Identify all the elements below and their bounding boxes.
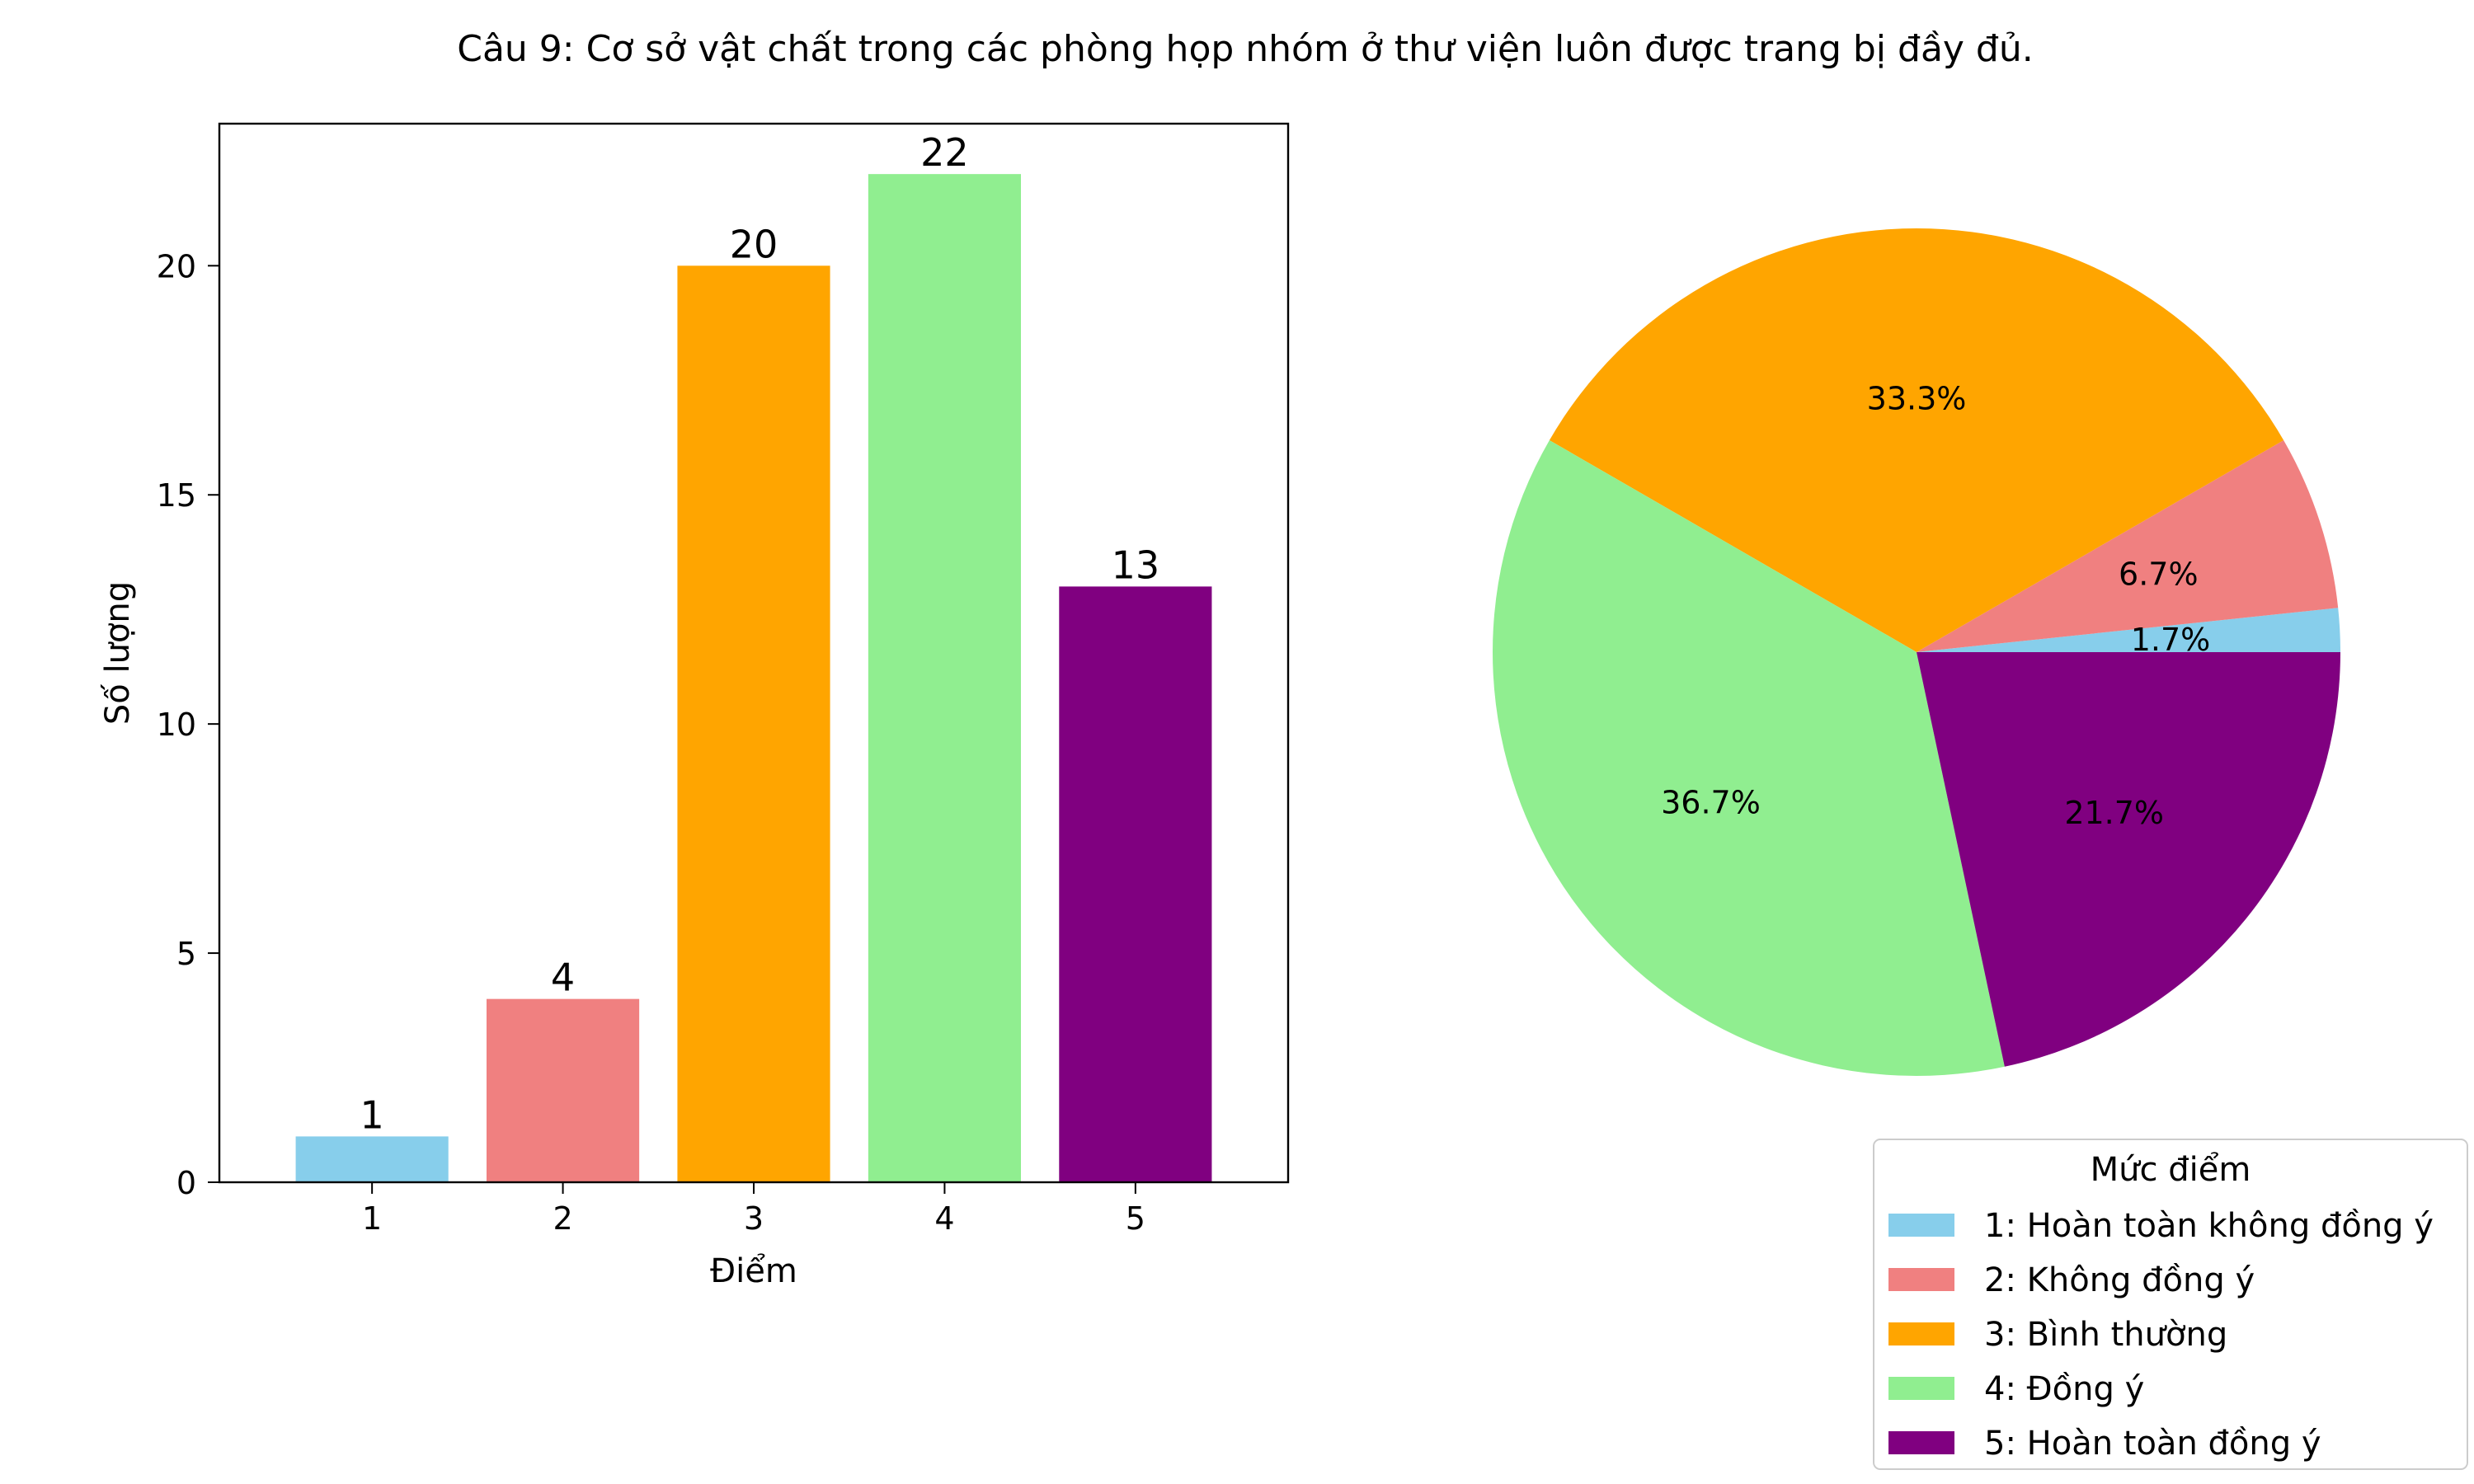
legend-entries: 1: Hoàn toàn không đồng ý 2: Không đồng ý…: [1888, 1207, 2434, 1463]
bar-value-label-4: 22: [920, 130, 969, 175]
bar-y-axis-label: Số lượng: [99, 581, 137, 725]
figure-title: Câu 9: Cơ sở vật chất trong các phòng họ…: [457, 28, 2034, 70]
pie-percent-label-2: 6.7%: [2119, 556, 2199, 593]
pie-slice-2: [1917, 440, 2339, 652]
bar-value-label-3: 20: [730, 222, 778, 266]
legend-swatch-4: [1888, 1377, 1954, 1400]
legend-label-2: 2: Không đồng ý: [1984, 1261, 2255, 1299]
y-tick-label: 0: [176, 1165, 196, 1201]
y-tick-label: 10: [157, 707, 196, 743]
bar-2: [487, 998, 640, 1182]
legend-swatch-3: [1888, 1322, 1954, 1345]
x-tick-label: 5: [1126, 1200, 1145, 1237]
pie-percent-label-3: 33.3%: [1867, 381, 1967, 417]
x-tick-label: 3: [744, 1200, 764, 1237]
y-axis-ticks: 0 5 10 15 20: [157, 248, 219, 1201]
pie-slice-4: [1492, 440, 2005, 1076]
y-tick-label: 20: [157, 248, 196, 284]
bar-x-axis-label: Điểm: [710, 1252, 797, 1290]
pie-percent-label-1: 1.7%: [2131, 622, 2211, 658]
legend-label-5: 5: Hoàn toàn đồng ý: [1984, 1425, 2321, 1463]
legend-swatch-5: [1888, 1431, 1954, 1454]
y-tick-label: 5: [176, 936, 196, 972]
legend-swatch-2: [1888, 1268, 1954, 1291]
bar-3: [677, 265, 830, 1183]
pie-percent-label-5: 21.7%: [2064, 795, 2164, 831]
legend-title: Mức điểm: [2091, 1151, 2251, 1189]
bar-1: [295, 1136, 449, 1182]
pie-slice-1: [1917, 608, 2340, 652]
bar-4: [868, 174, 1021, 1183]
pie-legend: Mức điểm 1: Hoàn toàn không đồng ý 2: Khô…: [1873, 1139, 2468, 1470]
pie-slice-3: [1549, 228, 2284, 652]
bar-data-labels: 1 4 20 22 13: [360, 130, 1160, 1137]
bar-chart: 1 4 20 22 13 0 5 10 15 20 1 2 3 4 5 Điểm Số lượng: [99, 122, 1290, 1290]
x-tick-label: 4: [934, 1200, 954, 1237]
bar-value-label-1: 1: [360, 1092, 384, 1137]
legend-label-3: 3: Bình thường: [1984, 1316, 2227, 1354]
y-tick-label: 15: [157, 477, 196, 514]
x-tick-label: 2: [553, 1200, 572, 1237]
bar-5: [1059, 586, 1212, 1182]
legend-frame: [1873, 1139, 2468, 1470]
pie-percent-label-4: 36.7%: [1661, 784, 1761, 820]
pie-slices: [1492, 228, 2340, 1076]
legend-swatch-1: [1888, 1214, 1954, 1237]
pie-chart: 1.7% 6.7% 33.3% 36.7% 21.7%: [1492, 228, 2340, 1076]
pie-percent-labels: 1.7% 6.7% 33.3% 36.7% 21.7%: [1661, 381, 2210, 831]
legend-label-4: 4: Đồng ý: [1984, 1370, 2144, 1408]
x-axis-ticks: 1 2 3 4 5: [362, 1182, 1145, 1237]
legend-label-1: 1: Hoàn toàn không đồng ý: [1984, 1207, 2434, 1245]
x-tick-label: 1: [362, 1200, 382, 1237]
pie-slice-5: [1917, 652, 2340, 1067]
bar-value-label-2: 4: [551, 956, 575, 1000]
bars-group: [295, 174, 1212, 1183]
bar-value-label-5: 13: [1112, 542, 1160, 587]
